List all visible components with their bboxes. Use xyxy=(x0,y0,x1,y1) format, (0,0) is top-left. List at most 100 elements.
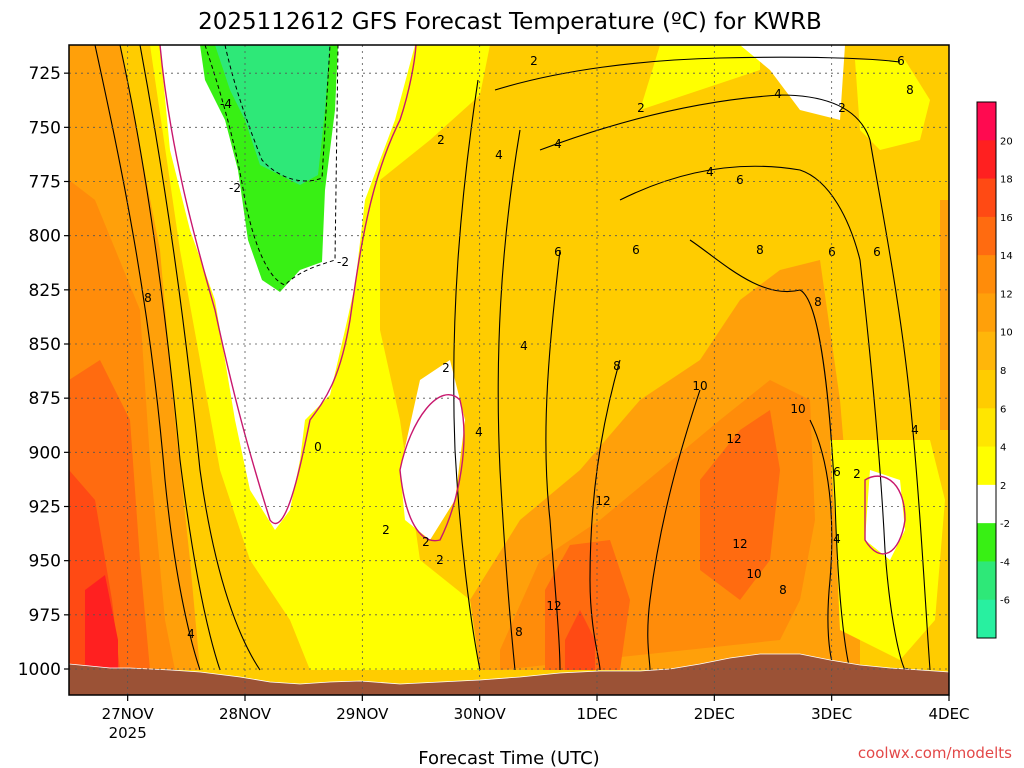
contour-label: 2 xyxy=(382,523,390,537)
y-tick-label: 1000 xyxy=(18,660,61,680)
contour-label: 4 xyxy=(774,87,782,101)
colorbar-label: 18 xyxy=(1000,175,1013,186)
x-axis-label: Forecast Time (UTC) xyxy=(418,748,599,768)
y-tick-label: 800 xyxy=(29,227,61,247)
colorbar-swatch xyxy=(977,331,996,371)
contour-label: 4 xyxy=(187,627,195,641)
x-tick-label: 29NOV xyxy=(336,705,389,723)
y-tick-label: 775 xyxy=(29,173,61,193)
colorbar-label: -6 xyxy=(1000,596,1010,607)
y-tick-label: 950 xyxy=(29,552,61,572)
contour-label: 4 xyxy=(520,339,528,353)
contour-label: 8 xyxy=(779,583,787,597)
teal-fill-layer xyxy=(215,45,330,185)
colorbar-label: 6 xyxy=(1000,404,1006,415)
colorbar-label: 10 xyxy=(1000,328,1013,339)
colorbar-swatch xyxy=(977,293,996,333)
white-fill-layer xyxy=(160,45,905,560)
contour-label: 2 xyxy=(437,133,445,147)
contour-label: 8 xyxy=(515,625,523,639)
y-tick-label: 725 xyxy=(29,64,61,84)
zero-contour xyxy=(159,45,906,555)
colorbar-label: 2 xyxy=(1000,481,1006,492)
chart-title: 2025112612 GFS Forecast Temperature (ºC)… xyxy=(198,9,822,35)
contour-label: 2 xyxy=(442,361,450,375)
colorbar-swatch xyxy=(977,102,996,141)
contour-label: -2 xyxy=(337,255,349,269)
contour-label: 8 xyxy=(814,295,822,309)
x-tick-label: 4DEC xyxy=(928,705,969,723)
x-tick-label: 1DEC xyxy=(576,705,617,723)
contour-label: 4 xyxy=(911,423,919,437)
x-tick-label: 2DEC xyxy=(694,705,735,723)
x-tick-label: 30NOV xyxy=(454,705,507,723)
contour-label: 2 xyxy=(637,101,645,115)
contour-label: 10 xyxy=(746,567,761,581)
x-tick-label: 27NOV xyxy=(102,705,155,723)
contour-label: 6 xyxy=(873,245,881,259)
contour-label: 4 xyxy=(554,137,562,151)
contour-label: 12 xyxy=(595,494,610,508)
colorbar-swatch xyxy=(977,178,996,218)
colorbar-swatch xyxy=(977,370,996,409)
surface-terrain xyxy=(69,653,949,695)
colorbar-label: -4 xyxy=(1000,557,1010,568)
colorbar-swatch xyxy=(977,446,996,486)
contour-label: 12 xyxy=(546,599,561,613)
contour-label: 12 xyxy=(732,537,747,551)
colorbar-label: -2 xyxy=(1000,519,1010,530)
y-tick-label: 975 xyxy=(29,606,61,626)
grid-lines xyxy=(69,45,949,695)
dashed-contours xyxy=(204,45,339,286)
colorbar-label: 12 xyxy=(1000,289,1013,300)
contour-label: 10 xyxy=(692,379,707,393)
contour-label: 2 xyxy=(853,467,861,481)
colorbar-label: 20 xyxy=(1000,136,1013,147)
colorbar-swatch xyxy=(977,484,996,524)
colorbar: 20 18 16 14 12 10 8 6 4 2 -2 -4 -6 xyxy=(976,101,1013,639)
y-tick-label: 850 xyxy=(29,335,61,355)
colorbar-label: 16 xyxy=(1000,213,1013,224)
x-tick-sublabel: 2025 xyxy=(109,724,147,742)
contour-label: 6 xyxy=(736,173,744,187)
contour-label: 0 xyxy=(314,440,322,454)
colorbar-swatch xyxy=(977,561,996,601)
x-tick-label: 28NOV xyxy=(219,705,272,723)
colorbar-swatch xyxy=(977,523,996,562)
colorbar-swatch xyxy=(977,599,996,639)
y-axis: 725 750 775 800 825 850 875 900 925 950 975 1000 xyxy=(18,64,69,680)
contour-label: 8 xyxy=(613,359,621,373)
colorbar-label: 14 xyxy=(1000,251,1013,262)
colorbar-label: 8 xyxy=(1000,366,1006,377)
colorbar-swatch xyxy=(977,255,996,294)
contour-label: 4 xyxy=(475,425,483,439)
credit-text: coolwx.com/modelts xyxy=(858,744,1012,762)
contour-label: 8 xyxy=(756,243,764,257)
y-tick-label: 925 xyxy=(29,498,61,518)
contour-label: 6 xyxy=(897,54,905,68)
contour-label: -2 xyxy=(229,181,241,195)
colorbar-frame xyxy=(976,101,997,639)
contour-label: 6 xyxy=(828,245,836,259)
contour-label: -4 xyxy=(220,97,232,111)
contour-label: 8 xyxy=(144,291,152,305)
contour-label: 4 xyxy=(706,165,714,179)
colorbar-swatch xyxy=(977,140,996,180)
contour-label: 2 xyxy=(422,535,430,549)
contour-label: 4 xyxy=(495,148,503,162)
contour-label: 8 xyxy=(906,83,914,97)
colorbar-label: 4 xyxy=(1000,443,1006,454)
contour-label: 2 xyxy=(838,101,846,115)
y-tick-label: 825 xyxy=(29,281,61,301)
colorbar-swatch xyxy=(977,216,996,256)
y-tick-label: 750 xyxy=(29,118,61,138)
contour-lines xyxy=(94,45,931,671)
contour-label: 6 xyxy=(833,465,841,479)
contour-label: 6 xyxy=(632,243,640,257)
y-tick-label: 900 xyxy=(29,443,61,463)
contour-label: 2 xyxy=(530,54,538,68)
contour-label: 4 xyxy=(833,532,841,546)
y-tick-label: 875 xyxy=(29,389,61,409)
